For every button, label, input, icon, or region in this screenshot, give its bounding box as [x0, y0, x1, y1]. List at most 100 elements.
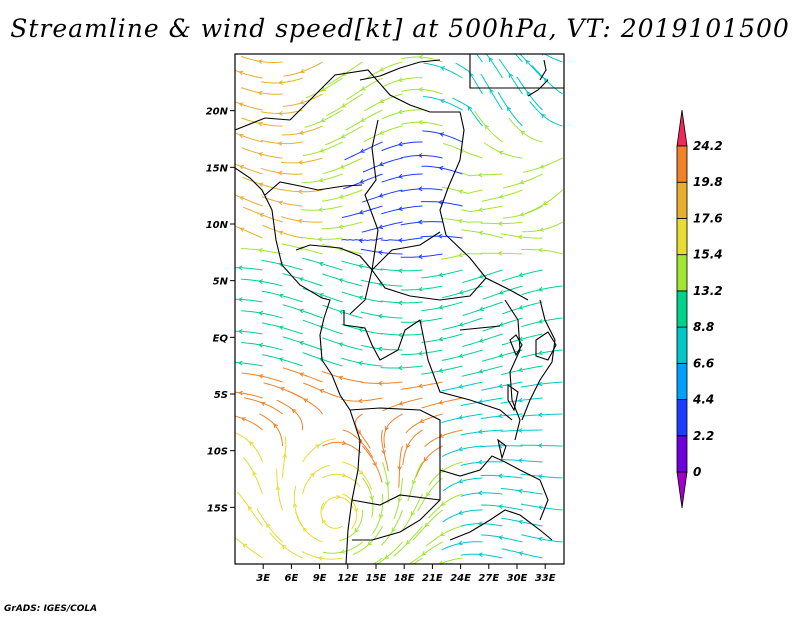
streamline	[482, 317, 523, 332]
streamline-arrow	[292, 502, 298, 508]
streamline-arrow	[437, 233, 443, 239]
streamline-arrow	[498, 290, 504, 295]
lat-tick-label: 20N	[206, 107, 229, 118]
streamline	[421, 165, 463, 175]
streamline-arrow	[423, 457, 429, 462]
streamline	[281, 125, 323, 136]
streamline	[527, 189, 563, 213]
streamline-arrow	[484, 124, 490, 130]
streamline	[462, 301, 503, 316]
streamline	[280, 216, 323, 223]
streamline-arrow	[498, 194, 504, 199]
streamline	[424, 429, 463, 448]
streamline	[235, 194, 263, 207]
streamline-arrow	[298, 277, 304, 282]
streamline-arrow	[338, 342, 344, 347]
streamline-arrow	[438, 166, 444, 171]
streamline	[361, 221, 403, 233]
streamline-arrow	[458, 290, 464, 295]
colorbar-label: 19.8	[693, 175, 723, 189]
streamline-arrow	[379, 98, 385, 103]
streamline	[412, 509, 443, 541]
streamline-arrow	[497, 221, 503, 226]
streamline-arrow	[302, 527, 308, 532]
lat-tick-label: 5S	[214, 390, 228, 401]
streamline	[420, 235, 463, 239]
streamline-arrow	[458, 353, 464, 358]
streamline-arrow	[397, 174, 403, 179]
streamline-arrow	[478, 274, 484, 279]
streamline	[481, 381, 523, 391]
streamline	[301, 173, 343, 184]
streamline	[380, 509, 403, 547]
streamline	[381, 141, 423, 152]
colorbar-segment	[676, 326, 688, 364]
streamline	[485, 54, 503, 79]
streamline	[322, 473, 361, 487]
streamline-arrow	[417, 350, 423, 356]
streamline	[241, 147, 283, 159]
streamline-arrow	[406, 443, 411, 449]
streamline-arrow	[397, 141, 403, 147]
streamline-arrow	[477, 552, 483, 558]
streamline-arrow	[238, 70, 244, 76]
streamline-arrow	[319, 148, 325, 153]
streamline-arrow	[457, 252, 463, 258]
streamline	[421, 301, 463, 312]
streamline-arrow	[418, 54, 424, 60]
streamline	[400, 317, 443, 323]
streamline-arrow	[258, 342, 264, 348]
streamline	[521, 285, 563, 296]
streamline	[521, 317, 563, 328]
streamline	[400, 121, 443, 127]
streamline	[421, 397, 463, 409]
streamline	[520, 444, 563, 447]
streamline-arrow	[367, 541, 373, 546]
lon-tick-label: 15E	[366, 573, 387, 584]
streamline-arrow	[257, 59, 263, 64]
streamline-arrow	[237, 265, 243, 271]
streamline	[460, 172, 503, 177]
streamline	[235, 330, 263, 335]
streamline	[235, 132, 263, 143]
streamline	[438, 557, 463, 564]
streamline-arrow	[299, 372, 305, 377]
streamline-arrow	[298, 340, 304, 346]
streamline-arrow	[384, 426, 389, 432]
streamline-arrow	[517, 458, 523, 463]
streamline	[380, 268, 423, 272]
streamline	[428, 493, 463, 519]
streamline-arrow	[238, 133, 244, 139]
streamline	[481, 349, 523, 362]
streamline	[259, 413, 283, 447]
streamline	[352, 525, 383, 556]
streamline	[235, 362, 263, 367]
lon-tick-label: 9E	[313, 573, 327, 584]
streamline-arrow	[417, 219, 423, 225]
streamline	[276, 399, 304, 431]
streamline	[324, 125, 363, 146]
streamline-arrow	[338, 247, 344, 252]
streamline	[502, 205, 543, 219]
streamline-arrow	[318, 389, 324, 394]
streamline-arrow	[440, 468, 445, 473]
colorbar-segment	[676, 145, 688, 183]
lon-tick-label: 33E	[535, 573, 556, 584]
streamline	[235, 298, 263, 303]
streamline	[341, 323, 383, 335]
streamline	[260, 168, 303, 175]
lat-tick-label: 10S	[207, 447, 228, 458]
streamline	[382, 461, 389, 504]
streamline	[502, 301, 543, 315]
streamline-arrow	[247, 505, 253, 511]
streamline-arrow	[411, 511, 416, 517]
streamline-arrow	[258, 374, 264, 379]
streamline-arrow	[517, 234, 523, 240]
streamline	[407, 461, 423, 502]
streamline	[321, 370, 363, 383]
streamline	[442, 143, 483, 159]
streamline	[501, 269, 543, 282]
streamline	[420, 201, 463, 207]
streamline-arrow	[257, 90, 263, 96]
streamline-arrow	[477, 459, 483, 465]
